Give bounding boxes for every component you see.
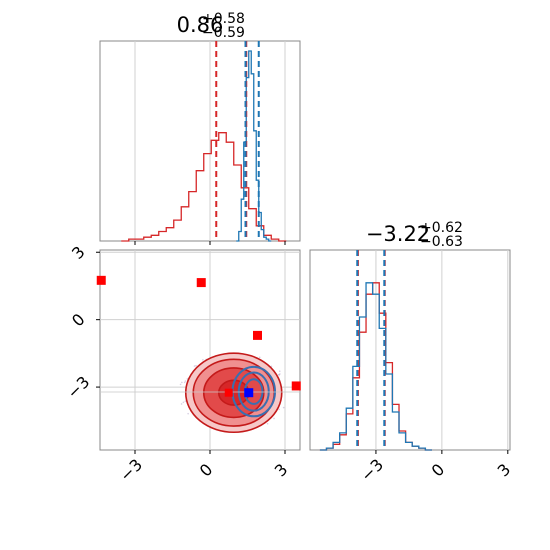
density-2d-sample — [282, 406, 285, 409]
hist-x-series-line — [121, 132, 287, 242]
density-2d-sample — [273, 417, 275, 420]
hist-y-series — [319, 282, 432, 451]
density-2d-sample — [258, 356, 261, 359]
density-2d-sample — [184, 400, 187, 403]
density-2d-blue-marker — [244, 388, 254, 398]
hist-y-title-plus: +0.62 — [420, 220, 463, 236]
hist-x-title: 0.86 — [177, 13, 224, 37]
density-2d-contours — [184, 352, 283, 434]
hist-y-xtick-label: −3 — [357, 455, 387, 485]
density-2d-red-inner-marker — [224, 388, 233, 397]
hist-x-series — [121, 50, 287, 242]
hist-x-series-line — [236, 50, 272, 242]
hist-y-panel: −3 0 3 −3.22 +0.62 −0.63 — [309, 220, 514, 485]
hist-x-grid — [134, 41, 286, 241]
density-2d-sample — [278, 370, 281, 372]
density-2d-ytick-label: 0 — [68, 310, 89, 331]
density-2d-sample — [266, 422, 269, 425]
hist-y-frame — [309, 249, 511, 451]
density-2d-sample — [202, 358, 204, 361]
density-2d-xtick-label: 0 — [196, 460, 217, 481]
density-2d-sample — [187, 412, 189, 415]
density-2d-red-marker — [96, 275, 106, 285]
density-2d-panel: −3 0 3 3 0 −3 — [63, 242, 301, 485]
density-2d-sample — [181, 381, 183, 384]
density-2d-sample — [182, 401, 185, 404]
density-2d-sample — [179, 383, 182, 386]
hist-x-panel: 0.86 +0.58 −0.59 — [99, 11, 301, 245]
density-2d-red-marker — [291, 381, 301, 391]
density-2d-sample — [278, 374, 280, 376]
density-2d-sample — [184, 380, 187, 382]
hist-y-quantile-lines — [356, 250, 386, 450]
density-2d-xtick-label: −3 — [116, 455, 146, 485]
hist-x-title-plus: +0.58 — [202, 11, 245, 27]
hist-y-series-line — [319, 282, 432, 451]
hist-x-quantile-lines — [215, 41, 260, 241]
hist-y-ticks: −3 0 3 — [357, 450, 514, 485]
hist-y-title-value: −3.22 — [366, 222, 430, 246]
hist-y-title-minus: −0.63 — [420, 234, 463, 250]
hist-x-tick-marks — [134, 241, 286, 245]
density-2d-sample — [193, 365, 196, 367]
density-2d-blue-contour — [237, 371, 270, 412]
density-2d-sample — [180, 403, 183, 405]
density-2d-ytick-label: 3 — [68, 242, 89, 263]
hist-x-title-value: 0.86 — [177, 13, 224, 37]
hist-x-title-minus: −0.59 — [202, 25, 245, 41]
density-2d-xtick-label: 3 — [271, 460, 292, 481]
density-2d-sample — [183, 381, 186, 384]
hist-y-xtick-label: 3 — [494, 460, 515, 481]
hist-y-title: −3.22 — [366, 222, 430, 246]
density-2d-sample — [278, 408, 280, 411]
density-2d-markers — [96, 275, 301, 398]
density-2d-red-marker — [253, 330, 262, 340]
hist-y-xtick-label: 0 — [428, 460, 449, 481]
density-2d-sample — [195, 364, 197, 367]
hist-x-frame — [99, 40, 301, 242]
density-2d-red-marker — [196, 278, 206, 288]
density-2d-ytick-label: −3 — [63, 372, 93, 402]
